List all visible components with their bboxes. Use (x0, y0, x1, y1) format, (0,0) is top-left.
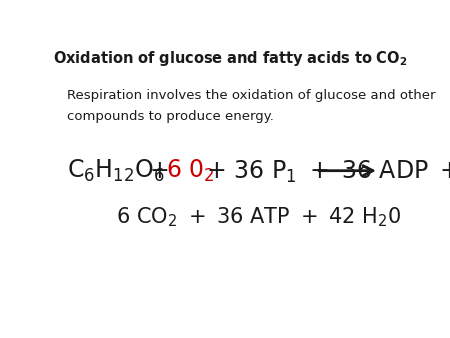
Text: $\mathrm{6\ CO_2\ +\ 36\ ATP\ +\ 42\ H_20}$: $\mathrm{6\ CO_2\ +\ 36\ ATP\ +\ 42\ H_2… (116, 206, 401, 230)
Text: $\mathrm{6\ 0_2}$: $\mathrm{6\ 0_2}$ (166, 158, 215, 184)
Text: $\mathrm{+}$: $\mathrm{+}$ (148, 159, 168, 183)
Text: $\bf{Oxidation\ of\ glucose\ and\ fatty\ acids\ to\ CO_2}$: $\bf{Oxidation\ of\ glucose\ and\ fatty\… (54, 49, 408, 68)
Text: Respiration involves the oxidation of glucose and other: Respiration involves the oxidation of gl… (67, 89, 435, 102)
Text: $\mathrm{+\ 36\ P_1\ +\ 36\ ADP\ +\ 36\ H^+}$: $\mathrm{+\ 36\ P_1\ +\ 36\ ADP\ +\ 36\ … (206, 156, 450, 185)
Text: $\mathrm{C_6H_{12}O_6}$: $\mathrm{C_6H_{12}O_6}$ (67, 158, 165, 184)
Text: compounds to produce energy.: compounds to produce energy. (67, 110, 274, 123)
